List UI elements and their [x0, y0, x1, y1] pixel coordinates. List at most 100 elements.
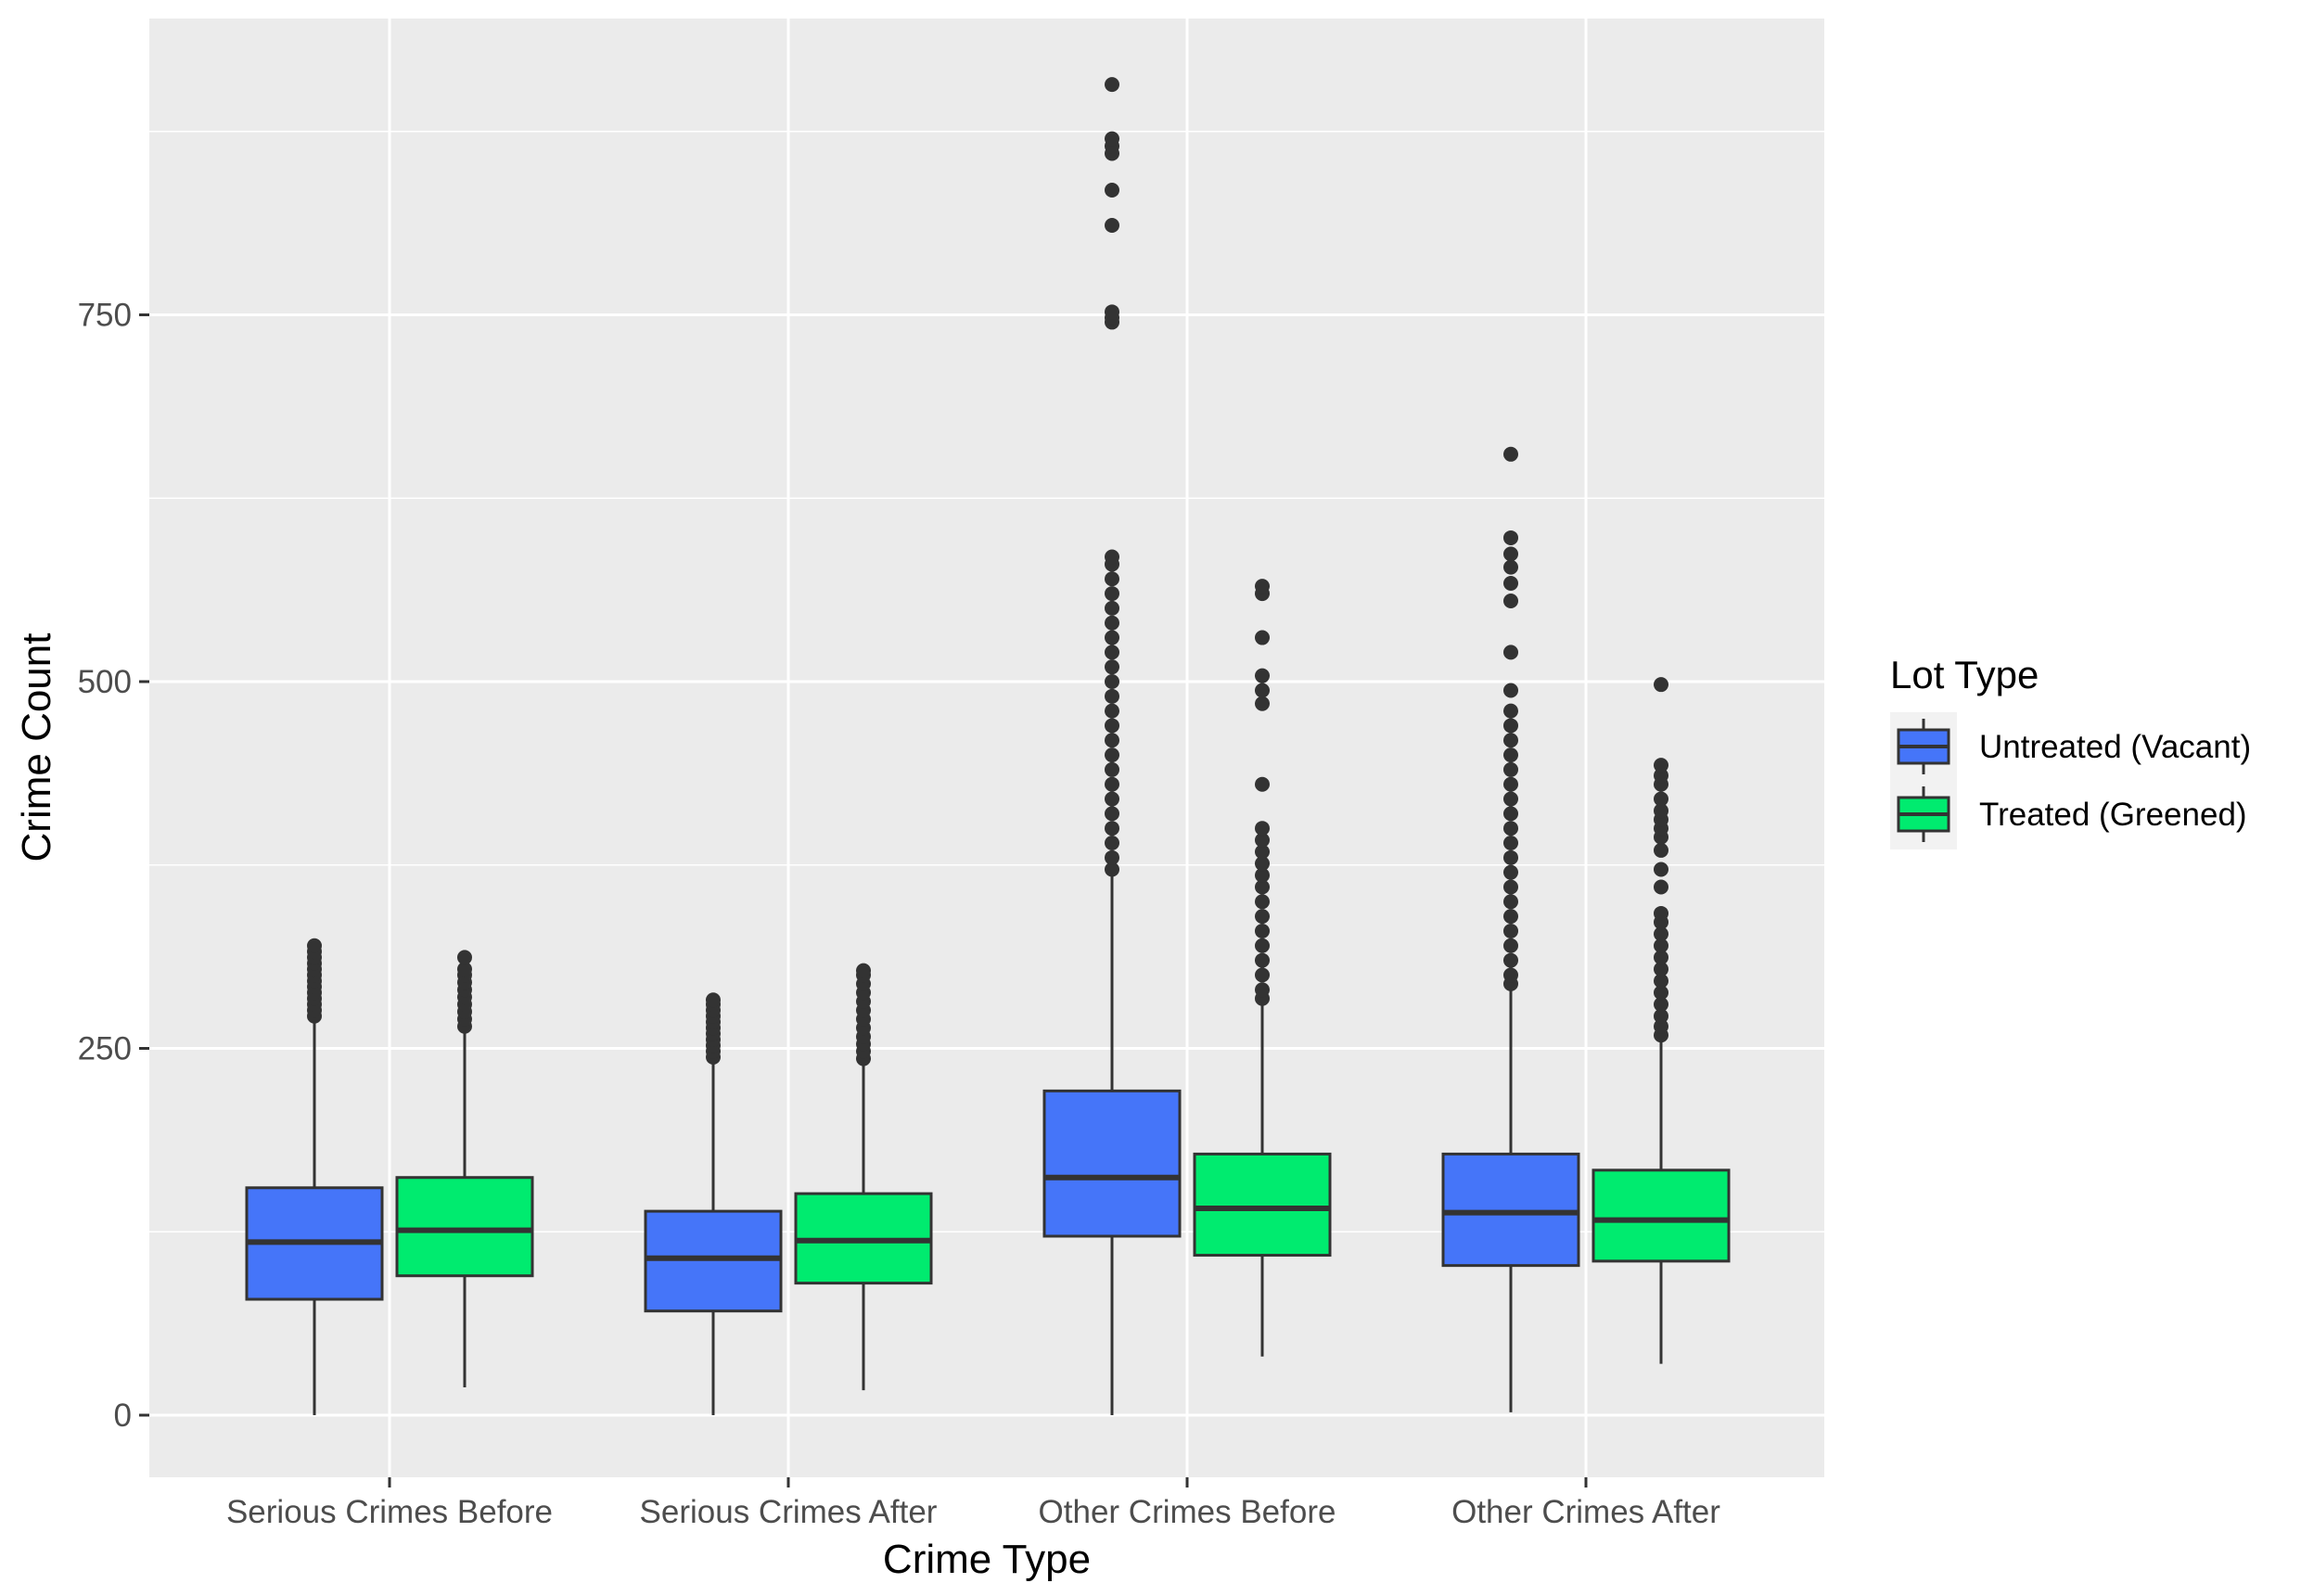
outlier-point: [1255, 938, 1270, 953]
outlier-point: [1503, 909, 1518, 925]
outlier-point: [706, 992, 721, 1008]
y-axis-title: Crime Count: [14, 633, 59, 862]
outlier-point: [1255, 967, 1270, 983]
outlier-point: [1105, 131, 1119, 147]
outlier-point: [1105, 549, 1119, 565]
outlier-point: [1255, 683, 1270, 698]
outlier-point: [1255, 909, 1270, 925]
legend-entry: Untreated (Vacant): [1897, 719, 2251, 774]
box: [1193, 1152, 1332, 1258]
outlier-point: [457, 962, 472, 977]
box-group: [794, 963, 933, 1391]
x-tick-label: Other Crimes Before: [1039, 1494, 1336, 1530]
outlier-point: [1105, 674, 1119, 689]
outlier-point: [1503, 864, 1518, 880]
major-gridlines: [149, 19, 1824, 1477]
outlier-point: [1105, 806, 1119, 822]
outlier-point: [1255, 832, 1270, 848]
outlier-point: [1654, 1018, 1668, 1034]
outlier-point: [856, 963, 871, 978]
outlier-point: [1654, 791, 1668, 807]
x-axis: Serious Crimes Before Serious Crimes Afte…: [226, 1477, 1720, 1530]
outlier-point: [1105, 718, 1119, 734]
outlier-point: [1503, 836, 1518, 851]
outlier-point: [1654, 938, 1668, 953]
outlier-point: [1503, 593, 1518, 608]
outlier-point: [1654, 950, 1668, 965]
outlier-point: [1503, 761, 1518, 777]
outlier-point: [1105, 304, 1119, 320]
box-group: [245, 938, 384, 1415]
outlier-point: [1105, 747, 1119, 763]
box-group: [1193, 579, 1332, 1357]
outlier-point: [1105, 217, 1119, 233]
box-group: [644, 992, 783, 1415]
box: [1441, 1152, 1580, 1268]
outlier-point: [1503, 894, 1518, 910]
legend-label: Treated (Greened): [1979, 797, 2247, 833]
outlier-point: [1255, 923, 1270, 938]
outlier-point: [1105, 836, 1119, 851]
outlier-point: [1105, 862, 1119, 877]
outlier-point: [1503, 718, 1518, 734]
outlier-point: [1105, 733, 1119, 748]
outlier-point: [1503, 776, 1518, 792]
outlier-point: [1503, 747, 1518, 763]
outlier-point: [1255, 668, 1270, 683]
box: [395, 1176, 534, 1278]
outlier-point: [1105, 776, 1119, 792]
outlier-point: [1503, 703, 1518, 719]
outlier-point: [1105, 761, 1119, 777]
outlier-point: [1105, 659, 1119, 675]
outlier-point: [1503, 821, 1518, 836]
outlier-point: [1105, 645, 1119, 660]
outlier-point: [307, 938, 322, 953]
outlier-point: [1105, 615, 1119, 631]
box-group: [1441, 446, 1580, 1412]
box-group: [1042, 77, 1182, 1415]
outlier-point: [1503, 546, 1518, 562]
outlier-point: [1255, 867, 1270, 883]
outlier-point: [1503, 879, 1518, 895]
y-tick-label: 0: [114, 1398, 132, 1434]
box-group: [395, 950, 534, 1387]
outlier-point: [1105, 600, 1119, 616]
outlier-point: [1503, 645, 1518, 660]
outlier-point: [1105, 77, 1119, 93]
outlier-point: [1105, 586, 1119, 602]
outlier-point: [1255, 821, 1270, 836]
legend: Lot Type Untreated (Vacant) Treated (Gree…: [1890, 653, 2251, 849]
outlier-point: [1105, 571, 1119, 587]
outlier-point: [1654, 803, 1668, 819]
outlier-point: [457, 950, 472, 965]
outlier-point: [1503, 530, 1518, 545]
outlier-point: [1654, 926, 1668, 942]
outlier-point: [1503, 576, 1518, 592]
legend-label: Untreated (Vacant): [1979, 729, 2251, 765]
y-axis: 0 250 500 750: [78, 298, 149, 1434]
outlier-point: [1503, 806, 1518, 822]
outlier-point: [1105, 821, 1119, 836]
outlier-point: [1503, 938, 1518, 953]
box: [1592, 1168, 1731, 1263]
outlier-point: [1105, 630, 1119, 645]
legend-title: Lot Type: [1890, 653, 2039, 696]
outlier-point: [1654, 677, 1668, 693]
y-tick-label: 500: [78, 664, 132, 700]
outlier-point: [1105, 703, 1119, 719]
outlier-point: [1255, 856, 1270, 872]
box-series: [245, 77, 1731, 1415]
outlier-point: [1105, 791, 1119, 807]
x-axis-title: Crime Type: [883, 1537, 1091, 1582]
outlier-point: [1654, 879, 1668, 895]
box: [1042, 1089, 1182, 1238]
outlier-point: [1654, 758, 1668, 773]
outlier-point: [1503, 733, 1518, 748]
y-tick-label: 250: [78, 1031, 132, 1067]
outlier-point: [1255, 982, 1270, 998]
outlier-point: [1105, 183, 1119, 198]
outlier-point: [1503, 559, 1518, 575]
outlier-point: [1654, 997, 1668, 1013]
outlier-point: [1503, 967, 1518, 983]
